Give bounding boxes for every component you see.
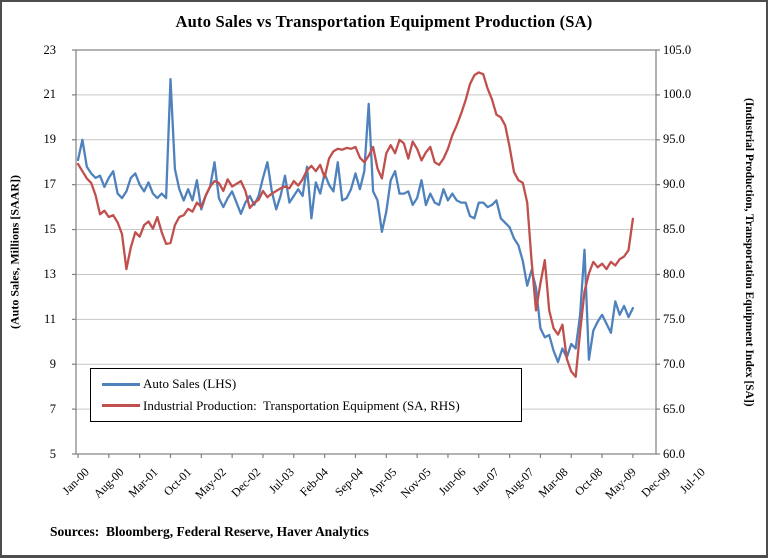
right-axis-tick-label: 75.0 [663,311,685,326]
right-axis-tick-label: 85.0 [663,222,685,237]
right-axis-tick-label: 95.0 [663,132,685,147]
legend-label-industrial-production: Industrial Production: Transportation Eq… [143,397,460,413]
left-axis-tick-label: 21 [43,87,57,102]
left-axis-tick-label: 23 [43,42,57,57]
legend-label-auto-sales: Auto Sales (LHS) [143,376,237,392]
left-axis-tick-label: 13 [43,266,57,281]
left-axis-tick-label: 11 [43,311,56,326]
right-axis-tick-label: 60.0 [663,446,685,461]
right-axis-tick-label: 70.0 [663,356,685,371]
right-axis-tick-label: 100.0 [663,87,692,102]
series-line-industrial-production [76,71,635,378]
legend-line-swatch-auto-sales [102,382,140,386]
right-axis-tick-label: 90.0 [663,177,685,192]
legend-line-swatch-industrial-production [102,404,140,408]
series-line-auto-sales [76,78,635,364]
plot-border [75,49,657,455]
right-axis-tick-label: 105.0 [663,42,692,57]
left-axis-tick-label: 5 [49,446,56,461]
left-axis-tick-label: 7 [49,401,56,416]
legend-item-auto-sales: Auto Sales (LHS) [91,376,521,392]
left-axis-title: (Auto Sales, Millions [SAAR]) [7,175,22,330]
right-axis-title: (Industrial Production, Transportation E… [743,97,755,407]
right-axis-tick-label: 80.0 [663,266,685,281]
legend: Auto Sales (LHS) Industrial Production: … [90,368,522,422]
left-axis-tick-label: 9 [49,356,56,371]
source-note: Sources: Bloomberg, Federal Reserve, Hav… [50,524,369,539]
right-axis-tick-label: 65.0 [663,401,685,416]
left-axis-tick-label: 19 [43,132,57,147]
left-axis-tick-label: 15 [43,222,57,237]
legend-item-industrial-production: Industrial Production: Transportation Eq… [91,398,521,414]
chart-title: Auto Sales vs Transportation Equipment P… [175,12,593,31]
left-axis-tick-label: 17 [43,177,57,192]
